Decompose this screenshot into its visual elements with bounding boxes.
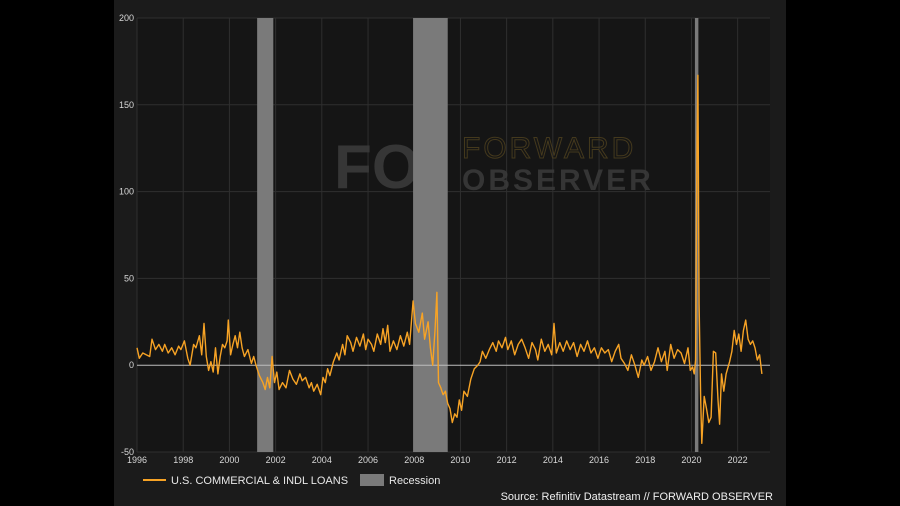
x-tick-label: 2002	[266, 455, 286, 465]
x-tick-label: 1998	[173, 455, 193, 465]
x-tick-label: 2014	[543, 455, 563, 465]
plot-area	[137, 18, 770, 452]
legend: U.S. COMMERCIAL & INDL LOANS Recession	[143, 474, 440, 487]
x-tick-label: 2018	[635, 455, 655, 465]
y-axis-ticks: 200 150 100 50 0 -50	[119, 13, 134, 457]
x-tick-label: 1996	[127, 455, 147, 465]
y-tick-label: 150	[119, 100, 134, 110]
recession-band	[257, 18, 274, 452]
y-tick-label: 200	[119, 13, 134, 23]
watermark-line1: FORWARD	[462, 132, 636, 165]
x-tick-label: 2016	[589, 455, 609, 465]
x-tick-label: 2000	[219, 455, 239, 465]
legend-line-label: U.S. COMMERCIAL & INDL LOANS	[171, 475, 348, 487]
x-tick-label: 2008	[404, 455, 424, 465]
recession-bands	[257, 18, 699, 452]
y-tick-label: 50	[124, 273, 134, 283]
chart-panel: FO FORWARD OBSERVER 200 150 100 50 0 -50 1996…	[114, 0, 786, 506]
legend-recession-label: Recession	[389, 475, 440, 487]
watermark-line2: OBSERVER	[462, 164, 654, 197]
x-tick-label: 2006	[358, 455, 378, 465]
x-tick-label: 2010	[450, 455, 470, 465]
y-tick-label: 0	[129, 360, 134, 370]
line-chart: FO FORWARD OBSERVER 200 150 100 50 0 -50 1996…	[119, 13, 773, 503]
x-axis-ticks: 1996 1998 2000 2002 2004 2006 2008 2010 2012 2014…	[127, 455, 748, 465]
x-tick-label: 2020	[681, 455, 701, 465]
source-note: Source: Refinitiv Datastream // FORWARD …	[501, 491, 773, 503]
y-tick-label: 100	[119, 187, 134, 197]
watermark-logo: FO	[334, 133, 420, 202]
watermark: FO FORWARD OBSERVER	[334, 129, 654, 202]
series-line-commercial-loans	[136, 74, 763, 444]
x-tick-label: 2004	[312, 455, 332, 465]
x-tick-label: 2012	[497, 455, 517, 465]
legend-recession-swatch	[360, 474, 384, 486]
y-tick-label: -50	[121, 447, 134, 457]
x-tick-label: 2022	[728, 455, 748, 465]
recession-band	[413, 18, 448, 452]
